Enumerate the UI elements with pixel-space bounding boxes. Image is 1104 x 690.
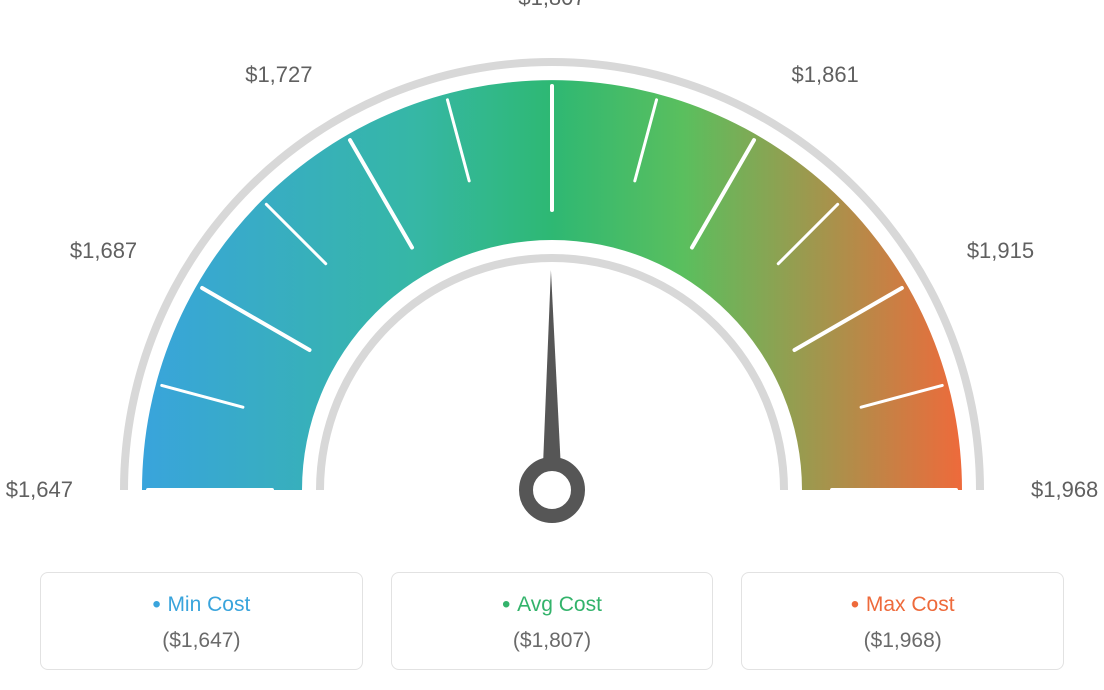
gauge-scale-label: $1,861 [792,62,859,88]
legend-min-label: Min Cost [53,591,350,619]
gauge-scale-label: $1,807 [518,0,585,11]
legend-max-value: ($1,968) [754,629,1051,653]
gauge-needle-hub [526,464,578,516]
gauge-scale-label: $1,647 [6,477,73,503]
gauge-scale-label: $1,727 [245,62,312,88]
legend-avg-label: Avg Cost [404,591,701,619]
legend-row: Min Cost ($1,647) Avg Cost ($1,807) Max … [40,572,1064,670]
legend-min-value: ($1,647) [53,629,350,653]
legend-avg-value: ($1,807) [404,629,701,653]
gauge-svg [0,0,1104,560]
gauge-area: $1,647 $1,687 $1,727 $1,807 $1,861 $1,915 $1,9… [0,0,1104,560]
gauge-scale-label: $1,968 [1031,477,1098,503]
gauge-scale-label: $1,687 [70,238,137,264]
gauge-scale-label: $1,915 [967,238,1034,264]
legend-card-max: Max Cost ($1,968) [741,572,1064,670]
gauge-chart-container: $1,647 $1,687 $1,727 $1,807 $1,861 $1,915 $1,9… [0,0,1104,690]
legend-card-avg: Avg Cost ($1,807) [391,572,714,670]
legend-card-min: Min Cost ($1,647) [40,572,363,670]
legend-max-label: Max Cost [754,591,1051,619]
